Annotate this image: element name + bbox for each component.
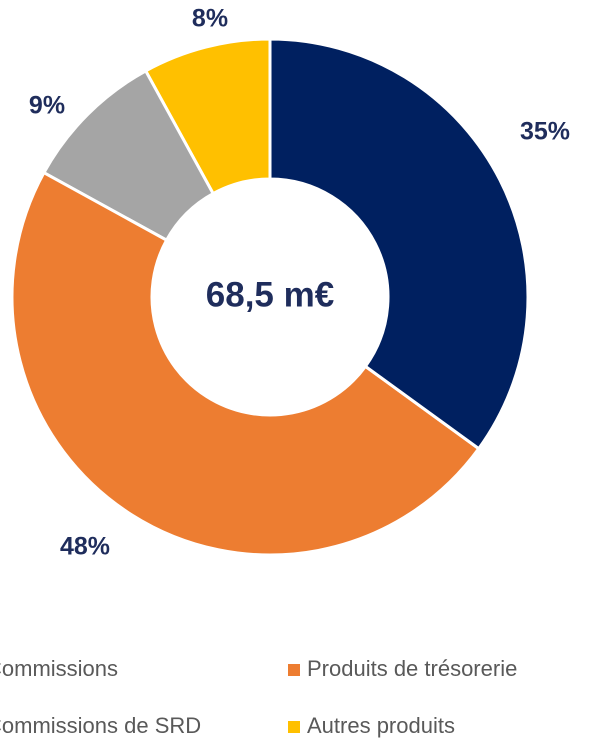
data-label: 48% [60, 533, 110, 561]
data-label: 9% [29, 92, 65, 120]
legend-label: Commissions de SRD [0, 713, 201, 738]
data-label: 8% [192, 5, 228, 33]
data-label: 35% [520, 118, 570, 146]
legend-label: Produits de trésorerie [307, 656, 517, 681]
legend-label: Autres produits [307, 713, 455, 738]
slice [41, 68, 216, 243]
slice [268, 37, 530, 451]
legend-marker [288, 664, 300, 676]
slice [10, 170, 481, 557]
center-label: 68,5 m€ [206, 275, 334, 314]
legend-label: Commissions [0, 656, 118, 681]
legend-marker [288, 721, 300, 733]
